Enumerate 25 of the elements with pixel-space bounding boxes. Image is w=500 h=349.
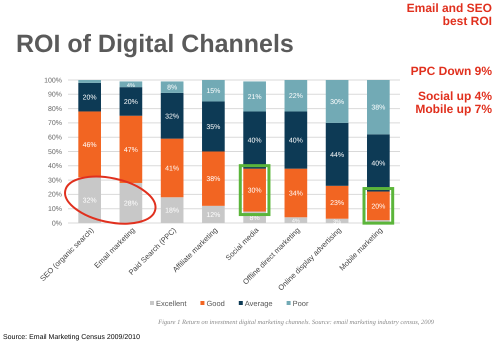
bar: [243, 111, 266, 169]
bar: [284, 168, 308, 218]
bar: [78, 82, 101, 112]
text: Social up 4% Mobile up 7%: [415, 89, 492, 116]
bar: [120, 116, 142, 183]
bar: [284, 80, 308, 112]
text: Email and SEO best ROI: [406, 1, 492, 28]
bar: [326, 122, 348, 186]
bar: [78, 80, 101, 83]
bar: [326, 186, 348, 219]
bar: [284, 111, 308, 169]
bar: [367, 80, 390, 134]
bar: [202, 152, 225, 206]
chart-title: ROI of Digital Channels: [16, 30, 294, 58]
bar: [160, 197, 184, 223]
bar: [202, 80, 225, 102]
bar: [120, 87, 142, 116]
bar: [160, 138, 184, 198]
bar: [78, 111, 101, 178]
bar: [160, 92, 184, 139]
bar: [367, 134, 390, 192]
text: PPC Down 9%: [410, 64, 492, 78]
bar: [243, 81, 266, 112]
bar: [326, 80, 348, 123]
bar: [202, 101, 225, 152]
